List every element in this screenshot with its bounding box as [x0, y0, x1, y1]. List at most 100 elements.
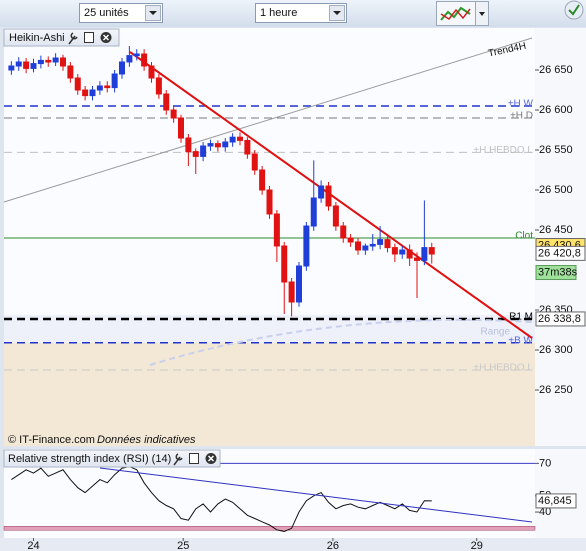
candle-body	[126, 55, 133, 63]
candle-body	[355, 241, 361, 251]
candle-body	[340, 225, 347, 239]
candle-body	[96, 85, 103, 91]
y-tick-label: 26 500	[539, 184, 573, 196]
source: © IT-Finance.com	[8, 434, 95, 446]
y-tick-label: 26 250	[539, 384, 573, 396]
level-label: Clot	[515, 231, 533, 242]
candle-body	[259, 169, 266, 191]
candle-body	[52, 57, 59, 63]
price-axis	[535, 28, 586, 446]
candle-body	[192, 151, 199, 157]
candle-body	[325, 185, 332, 207]
y-tick-label: 26 450	[539, 224, 573, 236]
candle-body	[310, 197, 317, 227]
timer-box	[535, 265, 577, 281]
candle-body	[244, 139, 251, 155]
range-curve	[149, 318, 533, 366]
level-label: +H HEBDO L	[473, 145, 533, 156]
y-tick-label: 40	[539, 506, 551, 518]
candle-body	[170, 109, 177, 119]
y-tick-label: 26 300	[539, 344, 573, 356]
candle-body	[207, 143, 214, 147]
candle-body	[119, 61, 125, 75]
candle-body	[89, 89, 96, 97]
x-tick-label: 26	[327, 540, 339, 551]
period-value: 1 heure	[260, 7, 297, 19]
status-icon[interactable]	[564, 0, 584, 20]
rsi-line	[11, 466, 432, 533]
y-tick-label: 26 600	[539, 104, 573, 116]
candle-body	[318, 185, 325, 199]
settings-icon[interactable]	[68, 32, 78, 45]
candle-body	[141, 53, 148, 67]
candle-body	[37, 59, 44, 65]
period-select[interactable]: 1 heure	[255, 3, 347, 23]
level-label: +H W	[508, 99, 534, 110]
candle-body	[369, 243, 376, 247]
candle-body	[82, 89, 89, 97]
candle-body	[303, 225, 310, 267]
rsi-trendline	[99, 467, 533, 523]
price-box	[535, 245, 586, 261]
price-box	[535, 311, 586, 327]
settings-icon[interactable]	[173, 453, 183, 466]
trendline-4h	[3, 37, 533, 203]
candle-body	[60, 57, 66, 67]
rsi-title: Relative strength index (RSI) (14)	[8, 453, 171, 465]
candle-body	[428, 247, 435, 255]
zone-shade	[4, 343, 535, 446]
maximize-icon[interactable]	[84, 32, 94, 43]
y-tick-label: 26 550	[539, 144, 573, 156]
y-tick-label: 70	[539, 457, 551, 469]
candle-body	[148, 65, 155, 79]
candle-body	[214, 143, 221, 148]
candle-body	[347, 237, 354, 243]
range-label: Range	[481, 327, 511, 338]
candle-body	[185, 137, 192, 153]
candle-body	[67, 65, 74, 79]
level-label: R1 M	[509, 312, 533, 323]
price-box-label: 26 338,8	[538, 313, 581, 325]
timer: 37m38s	[538, 266, 578, 278]
x-tick-label: 24	[27, 540, 39, 551]
note: Données indicatives	[97, 434, 196, 446]
candle-body	[399, 249, 406, 255]
candle-body	[414, 257, 420, 261]
candle-body	[288, 281, 295, 303]
level-label: +B W	[508, 335, 533, 346]
candle-body	[45, 59, 52, 63]
current-box	[535, 493, 577, 509]
candle-body	[200, 145, 207, 157]
candle-body	[111, 73, 118, 89]
level-label: +H D	[510, 111, 533, 122]
candle-body	[384, 239, 391, 249]
maximize-icon[interactable]	[189, 453, 199, 464]
candles	[8, 46, 435, 317]
candle-body	[74, 77, 81, 91]
candle-body	[377, 239, 384, 245]
candle-body	[266, 189, 273, 215]
candle-body	[273, 213, 280, 247]
x-tick-label: 25	[177, 540, 189, 551]
indicator-button[interactable]	[436, 1, 489, 26]
candle-body	[391, 247, 398, 255]
candle-body	[251, 153, 258, 171]
candle-body	[104, 85, 111, 89]
current-label: 46,845	[538, 495, 572, 507]
units-select[interactable]: 25 unités	[79, 3, 163, 23]
x-layer: 24 25 26 29	[27, 538, 483, 551]
candle-body	[222, 141, 229, 148]
rsi-header: Relative strength index (RSI) (14)	[3, 449, 221, 468]
candle-body	[296, 265, 302, 303]
y-tick-label: 26 650	[539, 64, 573, 76]
candle-body	[406, 249, 413, 259]
candle-body	[421, 247, 428, 261]
panel-title: Heikin-Ashi	[9, 32, 65, 44]
candle-body	[281, 245, 288, 283]
level-label: +H HEBDO L	[473, 363, 533, 374]
time-axis	[0, 538, 586, 551]
candle-body	[229, 136, 236, 143]
x-tick-label: 29	[471, 540, 483, 551]
candle-body	[178, 117, 184, 139]
